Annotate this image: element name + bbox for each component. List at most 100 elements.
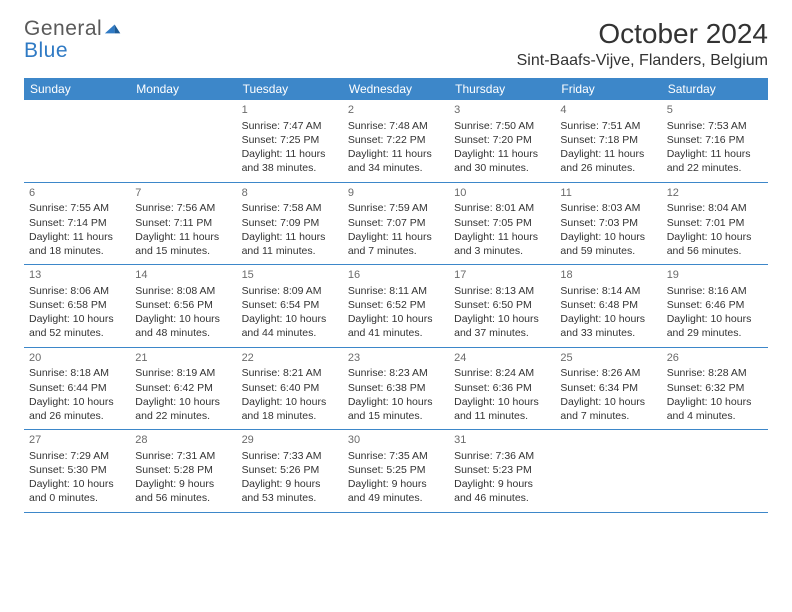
daylight-text: Daylight: 10 hours and 56 minutes.: [667, 230, 763, 258]
day-number: 26: [667, 351, 763, 366]
day-cell: 30Sunrise: 7:35 AMSunset: 5:25 PMDayligh…: [343, 430, 449, 512]
daylight-text: Daylight: 10 hours and 15 minutes.: [348, 395, 444, 423]
day-cell: 6Sunrise: 7:55 AMSunset: 7:14 PMDaylight…: [24, 183, 130, 265]
sunset-text: Sunset: 6:42 PM: [135, 381, 231, 395]
day-number: 22: [242, 351, 338, 366]
sunset-text: Sunset: 6:38 PM: [348, 381, 444, 395]
sunset-text: Sunset: 7:14 PM: [29, 216, 125, 230]
week-row: 27Sunrise: 7:29 AMSunset: 5:30 PMDayligh…: [24, 430, 768, 513]
day-number: 6: [29, 186, 125, 201]
day-number: 31: [454, 433, 550, 448]
daylight-text: Daylight: 11 hours and 30 minutes.: [454, 147, 550, 175]
day-cell: 12Sunrise: 8:04 AMSunset: 7:01 PMDayligh…: [662, 183, 768, 265]
daylight-text: Daylight: 11 hours and 26 minutes.: [560, 147, 656, 175]
daylight-text: Daylight: 11 hours and 34 minutes.: [348, 147, 444, 175]
sunrise-text: Sunrise: 8:18 AM: [29, 366, 125, 380]
sunrise-text: Sunrise: 8:19 AM: [135, 366, 231, 380]
daylight-text: Daylight: 10 hours and 0 minutes.: [29, 477, 125, 505]
sunrise-text: Sunrise: 8:23 AM: [348, 366, 444, 380]
sunset-text: Sunset: 6:34 PM: [560, 381, 656, 395]
daylight-text: Daylight: 10 hours and 48 minutes.: [135, 312, 231, 340]
sunset-text: Sunset: 7:18 PM: [560, 133, 656, 147]
sunrise-text: Sunrise: 8:09 AM: [242, 284, 338, 298]
sunrise-text: Sunrise: 8:14 AM: [560, 284, 656, 298]
day-cell: 25Sunrise: 8:26 AMSunset: 6:34 PMDayligh…: [555, 348, 661, 430]
sunset-text: Sunset: 7:03 PM: [560, 216, 656, 230]
sunset-text: Sunset: 6:52 PM: [348, 298, 444, 312]
day-cell: 20Sunrise: 8:18 AMSunset: 6:44 PMDayligh…: [24, 348, 130, 430]
day-cell: 17Sunrise: 8:13 AMSunset: 6:50 PMDayligh…: [449, 265, 555, 347]
day-cell: 5Sunrise: 7:53 AMSunset: 7:16 PMDaylight…: [662, 100, 768, 182]
sunrise-text: Sunrise: 8:01 AM: [454, 201, 550, 215]
day-number: 1: [242, 103, 338, 118]
daylight-text: Daylight: 10 hours and 22 minutes.: [135, 395, 231, 423]
title-block: October 2024 Sint-Baafs-Vijve, Flanders,…: [517, 18, 768, 70]
daylight-text: Daylight: 10 hours and 33 minutes.: [560, 312, 656, 340]
sunset-text: Sunset: 7:05 PM: [454, 216, 550, 230]
day-number: 16: [348, 268, 444, 283]
week-row: 6Sunrise: 7:55 AMSunset: 7:14 PMDaylight…: [24, 183, 768, 266]
daylight-text: Daylight: 11 hours and 3 minutes.: [454, 230, 550, 258]
day-cell: 8Sunrise: 7:58 AMSunset: 7:09 PMDaylight…: [237, 183, 343, 265]
day-number: 20: [29, 351, 125, 366]
weekday-friday: Friday: [555, 78, 661, 100]
logo-text-blue: Blue: [24, 39, 68, 62]
daylight-text: Daylight: 11 hours and 22 minutes.: [667, 147, 763, 175]
sunset-text: Sunset: 7:09 PM: [242, 216, 338, 230]
day-number: 19: [667, 268, 763, 283]
day-number: 14: [135, 268, 231, 283]
sunset-text: Sunset: 5:23 PM: [454, 463, 550, 477]
day-cell: [555, 430, 661, 512]
sunset-text: Sunset: 6:50 PM: [454, 298, 550, 312]
day-cell: [130, 100, 236, 182]
day-number: 15: [242, 268, 338, 283]
sunrise-text: Sunrise: 8:16 AM: [667, 284, 763, 298]
day-number: 27: [29, 433, 125, 448]
daylight-text: Daylight: 10 hours and 7 minutes.: [560, 395, 656, 423]
sunset-text: Sunset: 6:36 PM: [454, 381, 550, 395]
day-cell: 28Sunrise: 7:31 AMSunset: 5:28 PMDayligh…: [130, 430, 236, 512]
day-number: 13: [29, 268, 125, 283]
day-number: 5: [667, 103, 763, 118]
weekday-saturday: Saturday: [662, 78, 768, 100]
day-cell: 31Sunrise: 7:36 AMSunset: 5:23 PMDayligh…: [449, 430, 555, 512]
daylight-text: Daylight: 10 hours and 26 minutes.: [29, 395, 125, 423]
day-cell: 26Sunrise: 8:28 AMSunset: 6:32 PMDayligh…: [662, 348, 768, 430]
week-row: 1Sunrise: 7:47 AMSunset: 7:25 PMDaylight…: [24, 100, 768, 183]
day-cell: 11Sunrise: 8:03 AMSunset: 7:03 PMDayligh…: [555, 183, 661, 265]
sunrise-text: Sunrise: 8:11 AM: [348, 284, 444, 298]
daylight-text: Daylight: 10 hours and 11 minutes.: [454, 395, 550, 423]
daylight-text: Daylight: 11 hours and 7 minutes.: [348, 230, 444, 258]
sunset-text: Sunset: 6:46 PM: [667, 298, 763, 312]
sunset-text: Sunset: 7:11 PM: [135, 216, 231, 230]
location: Sint-Baafs-Vijve, Flanders, Belgium: [517, 52, 768, 70]
header: GeneralBlue October 2024 Sint-Baafs-Vijv…: [24, 18, 768, 70]
day-cell: 13Sunrise: 8:06 AMSunset: 6:58 PMDayligh…: [24, 265, 130, 347]
day-cell: 15Sunrise: 8:09 AMSunset: 6:54 PMDayligh…: [237, 265, 343, 347]
day-cell: 1Sunrise: 7:47 AMSunset: 7:25 PMDaylight…: [237, 100, 343, 182]
day-cell: 21Sunrise: 8:19 AMSunset: 6:42 PMDayligh…: [130, 348, 236, 430]
day-cell: [662, 430, 768, 512]
sunrise-text: Sunrise: 7:47 AM: [242, 119, 338, 133]
day-cell: 14Sunrise: 8:08 AMSunset: 6:56 PMDayligh…: [130, 265, 236, 347]
sunrise-text: Sunrise: 7:56 AM: [135, 201, 231, 215]
sunrise-text: Sunrise: 7:58 AM: [242, 201, 338, 215]
day-cell: 27Sunrise: 7:29 AMSunset: 5:30 PMDayligh…: [24, 430, 130, 512]
sunset-text: Sunset: 7:20 PM: [454, 133, 550, 147]
sunset-text: Sunset: 7:16 PM: [667, 133, 763, 147]
day-cell: 3Sunrise: 7:50 AMSunset: 7:20 PMDaylight…: [449, 100, 555, 182]
daylight-text: Daylight: 10 hours and 29 minutes.: [667, 312, 763, 340]
sunrise-text: Sunrise: 8:03 AM: [560, 201, 656, 215]
day-number: 7: [135, 186, 231, 201]
sunrise-text: Sunrise: 7:33 AM: [242, 449, 338, 463]
sunrise-text: Sunrise: 7:59 AM: [348, 201, 444, 215]
daylight-text: Daylight: 11 hours and 18 minutes.: [29, 230, 125, 258]
sunset-text: Sunset: 6:58 PM: [29, 298, 125, 312]
daylight-text: Daylight: 11 hours and 11 minutes.: [242, 230, 338, 258]
sunset-text: Sunset: 6:54 PM: [242, 298, 338, 312]
daylight-text: Daylight: 9 hours and 49 minutes.: [348, 477, 444, 505]
logo: GeneralBlue: [24, 18, 122, 62]
logo-text-general: General: [24, 17, 102, 40]
sunrise-text: Sunrise: 7:48 AM: [348, 119, 444, 133]
day-number: 4: [560, 103, 656, 118]
